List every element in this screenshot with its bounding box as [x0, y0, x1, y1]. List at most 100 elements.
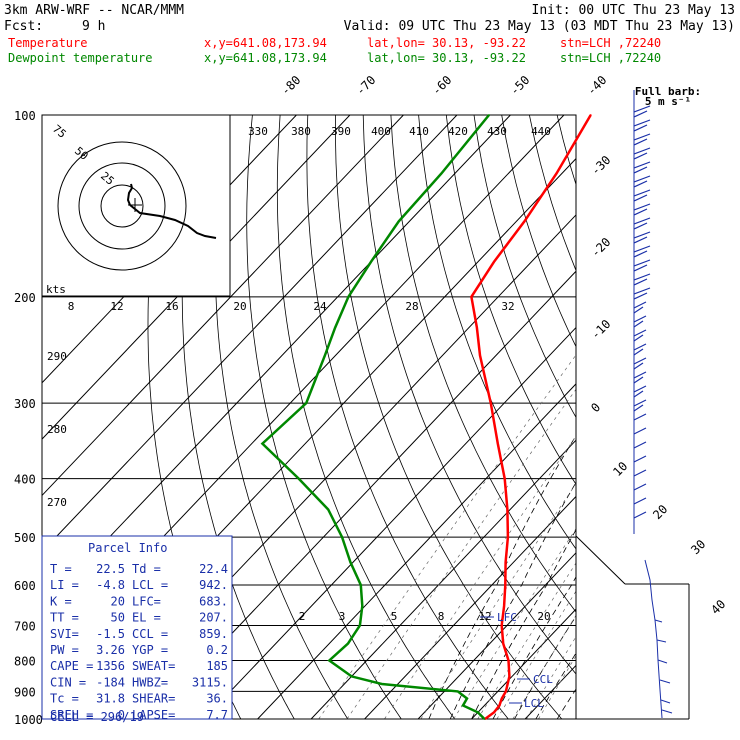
mixing-ratio-line — [477, 562, 576, 719]
hodograph-trace — [126, 183, 217, 239]
wind-barb-feather — [633, 250, 648, 258]
wind-barb — [633, 511, 647, 519]
isotherm-line — [42, 115, 351, 440]
mixing-ratio-label: 32 — [501, 300, 514, 313]
pressure-tick-label: 900 — [14, 685, 36, 699]
mixing-ratio-line — [346, 388, 576, 719]
temperature-point — [505, 690, 507, 693]
isotherm-label: 20 — [650, 502, 670, 522]
dewpoint-point — [334, 326, 336, 329]
theta-label-left: 290 — [47, 350, 67, 363]
temperature-point — [506, 683, 509, 685]
wind-barb — [633, 245, 651, 253]
parcel-row-label: SVI= — [50, 627, 79, 641]
wind-barb — [633, 385, 647, 393]
barb-legend-line2: 5 m s⁻¹ — [645, 95, 691, 108]
temperature-point — [479, 354, 481, 357]
ccl-label: CCL — [533, 673, 553, 686]
moist-adiabat-line — [428, 434, 576, 719]
mixing-ratio-line — [512, 614, 576, 719]
theta-label: 330 — [248, 125, 268, 138]
temperature-point — [493, 711, 495, 714]
isotherm-line — [579, 115, 740, 719]
isotherm-line — [471, 608, 576, 719]
wind-barb — [633, 483, 647, 491]
dewpoint-point — [381, 683, 383, 685]
side-panel-top-edge — [575, 535, 626, 585]
parcel-row-value2: 683. — [199, 594, 228, 608]
mixing-ratio-line — [496, 590, 576, 719]
wind-barb — [633, 147, 651, 155]
plot-border — [41, 114, 577, 720]
temperature-point — [503, 605, 505, 607]
wind-barb — [633, 119, 651, 127]
wind-barb — [633, 161, 651, 169]
parcel-row-value2: 0.2 — [206, 643, 228, 657]
wind-barb-feather — [633, 152, 648, 160]
dry-adiabat-line — [335, 115, 563, 719]
wind-barb-feather — [633, 306, 644, 314]
theta-label: 430 — [487, 125, 507, 138]
forecast-label: Fcst: — [4, 19, 43, 34]
parcel-row-label2: LFC= — [132, 594, 161, 608]
mixing-ratio-line — [538, 655, 576, 719]
mixing-ratio-label: 8 — [68, 300, 75, 313]
pressure-tick-label: 1000 — [14, 713, 43, 727]
dry-adiabat-line — [390, 115, 576, 613]
wind-barb — [633, 455, 647, 463]
temp-xy: x,y=641.08,173.94 — [204, 36, 327, 50]
dry-adiabat-line — [246, 115, 402, 719]
isotherm-label: 30 — [688, 537, 708, 557]
pressure-tick-label: 300 — [14, 397, 36, 411]
dry-adiabat-line — [418, 115, 576, 550]
wind-barb — [633, 413, 647, 421]
dewpoint-point — [397, 220, 400, 223]
valid-time: Valid: 09 UTC Thu 23 May 13 (03 MDT Thu … — [344, 19, 735, 34]
temperature-point — [507, 536, 509, 539]
wind-barb — [633, 441, 647, 449]
moist-adiabat-line — [492, 576, 576, 719]
temperature-point — [500, 697, 503, 700]
hodograph-ring-75 — [57, 141, 187, 271]
isotherm-label: -10 — [588, 317, 613, 342]
side-panel-barbs — [654, 619, 673, 714]
mixing-ratio-label-lower: 5 — [391, 610, 398, 623]
wind-barb — [633, 259, 651, 267]
parcel-row-label: Tc = — [50, 692, 79, 706]
dewpoint-point — [359, 624, 361, 627]
wind-barb-feather — [633, 236, 648, 244]
pressure-tick-label: 100 — [14, 109, 36, 123]
wind-barb-feather — [633, 320, 644, 328]
wind-barb-feather — [633, 390, 644, 398]
wind-barb — [633, 231, 651, 239]
wind-barb-feather — [633, 180, 648, 188]
isotherm-label: -40 — [584, 73, 609, 98]
temperature-point — [508, 675, 511, 678]
parcel-row-label2: LCL = — [132, 578, 168, 592]
wind-barb — [633, 343, 647, 351]
dry-adiabat-line — [696, 115, 740, 719]
temperature-point — [589, 114, 592, 116]
dewpoint-point — [327, 508, 330, 511]
hodograph-kts-label: kts — [46, 283, 66, 296]
dry-adiabat-line — [214, 115, 349, 719]
wind-barb-feather — [633, 166, 648, 174]
wind-barb — [633, 427, 647, 435]
hodograph-ring-25 — [100, 184, 144, 228]
wind-barb-feather — [633, 278, 648, 286]
isotherm-label: -60 — [429, 73, 454, 98]
dry-adiabat-line — [306, 115, 509, 719]
parcel-row-label2: SWEAT= — [132, 659, 175, 673]
parcel-row-label: K = — [50, 594, 72, 608]
isotherm-label: -30 — [588, 153, 613, 178]
parcel-row-label: TT = — [50, 611, 79, 625]
mixing-ratio-line — [453, 528, 576, 719]
temperature-point — [476, 326, 478, 329]
temperature-point — [523, 220, 526, 223]
dewpoint-point — [261, 442, 264, 445]
moist-adiabat-line — [471, 528, 576, 719]
dry-adiabat-line — [276, 115, 456, 719]
isotherm-label: -20 — [588, 235, 613, 260]
dewpoint-point — [370, 260, 372, 263]
lcl-label: LCL — [524, 697, 544, 710]
